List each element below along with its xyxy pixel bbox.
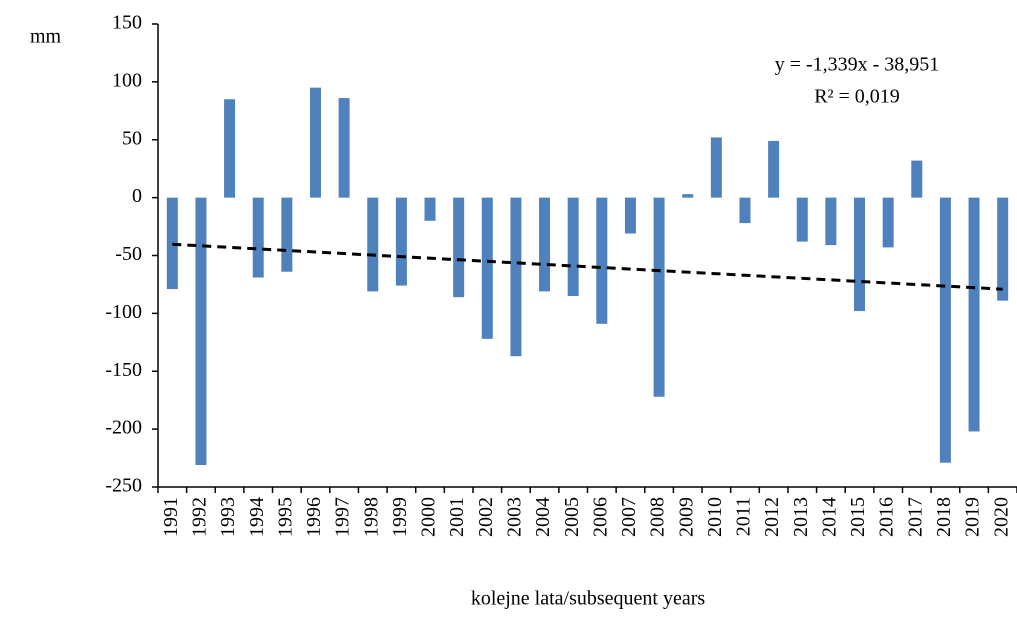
x-tick-label: 2004 — [532, 497, 554, 537]
bar — [281, 197, 293, 272]
y-tick-label: 100 — [112, 69, 142, 91]
x-tick-label: 1994 — [246, 497, 268, 537]
y-tick-label: -100 — [105, 301, 142, 323]
x-tick-label: 2013 — [790, 497, 812, 537]
trend-equation: y = -1,339x - 38,951 — [775, 54, 940, 76]
x-tick-label: 2008 — [647, 497, 669, 537]
x-tick-label: 2015 — [847, 497, 869, 537]
x-tick-label: 1992 — [189, 497, 211, 537]
y-axis-title: mm — [30, 26, 62, 48]
x-tick-label: 2017 — [904, 497, 926, 537]
bar — [539, 197, 551, 292]
bar — [796, 197, 808, 242]
x-tick-label: 1991 — [160, 497, 182, 537]
bar — [453, 197, 465, 298]
x-tick-label: 2016 — [876, 497, 898, 537]
y-tick-label: -150 — [105, 359, 142, 381]
x-tick-label: 2005 — [561, 497, 583, 537]
bar — [653, 197, 665, 397]
bar — [309, 87, 321, 198]
bar — [911, 160, 923, 198]
trendline — [172, 242, 1003, 291]
x-tick-label: 1996 — [303, 497, 325, 537]
bar — [682, 194, 694, 198]
x-tick-label: 2019 — [962, 497, 984, 537]
bar — [768, 140, 780, 198]
x-tick-label: 2003 — [504, 497, 526, 537]
x-tick-label: 1998 — [360, 497, 382, 537]
x-tick-label: 2020 — [990, 497, 1012, 537]
bar — [968, 197, 980, 432]
x-tick-label: 2011 — [733, 497, 755, 536]
y-tick-label: -250 — [105, 475, 142, 497]
y-tick-label: -200 — [105, 417, 142, 439]
bar — [166, 197, 178, 290]
bar — [224, 99, 236, 198]
bar — [367, 197, 379, 292]
bar — [481, 197, 493, 339]
bar — [710, 137, 722, 198]
bar — [338, 98, 350, 198]
x-tick-label: 1997 — [332, 497, 354, 537]
bar — [195, 197, 207, 466]
bar — [624, 197, 636, 234]
bar — [997, 197, 1009, 301]
trend-r-squared: R² = 0,019 — [814, 86, 900, 108]
y-tick-label: 0 — [132, 185, 142, 207]
bar — [596, 197, 608, 324]
x-tick-label: 2007 — [618, 497, 640, 537]
x-axis-title: kolejne lata/subsequent years — [471, 588, 706, 610]
bar — [567, 197, 579, 297]
x-tick-label: 2002 — [475, 497, 497, 537]
x-tick-label: 2018 — [933, 497, 955, 537]
x-tick-label: 2006 — [589, 497, 611, 537]
y-tick-label: -50 — [115, 243, 142, 265]
bar — [510, 197, 522, 357]
bar — [854, 197, 866, 312]
y-tick-label: 50 — [122, 127, 142, 149]
bar — [252, 197, 264, 278]
bar — [825, 197, 837, 246]
bar — [939, 197, 951, 463]
bar — [395, 197, 407, 286]
x-tick-label: 2001 — [446, 497, 468, 537]
x-tick-label: 2009 — [675, 497, 697, 537]
x-tick-label: 1995 — [274, 497, 296, 537]
x-tick-label: 1999 — [389, 497, 411, 537]
bar — [882, 197, 894, 248]
x-tick-label: 2010 — [704, 497, 726, 537]
y-tick-label: 150 — [112, 12, 142, 34]
bar — [424, 197, 436, 221]
x-tick-label: 2012 — [761, 497, 783, 537]
bar — [739, 197, 751, 224]
x-tick-label: 1993 — [217, 497, 239, 537]
x-tick-label: 2014 — [818, 497, 840, 537]
x-tick-label: 2000 — [418, 497, 440, 537]
